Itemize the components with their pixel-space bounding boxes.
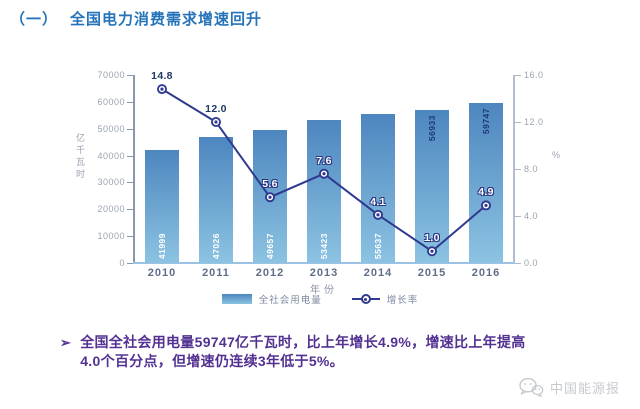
- arrow-bullet-icon: ➢: [60, 335, 72, 350]
- x-tick-label-2013: 2013: [309, 267, 339, 279]
- y-axis-right-tick: [515, 122, 521, 123]
- line-marker-2010: [158, 86, 166, 93]
- legend-label-growth: 增长率: [386, 295, 419, 306]
- x-axis-title: 年份: [310, 285, 338, 296]
- y-axis-right-tick-label: 4.0: [524, 211, 539, 221]
- y-axis-right-title: %: [552, 150, 561, 160]
- bar-value-label-2015: 56933: [426, 115, 437, 142]
- y-axis-left-line: [133, 75, 135, 264]
- line-value-label-2012: 5.6: [262, 178, 278, 191]
- y-axis-right-tick: [515, 263, 521, 264]
- line-marker-2011: [212, 118, 220, 126]
- y-axis-right-tick: [515, 216, 521, 217]
- y-axis-left-tick: [127, 101, 133, 103]
- y-axis-left-tick: [127, 128, 133, 130]
- line-marker-2011: [214, 120, 218, 124]
- page-title-text: 全国电力消费需求增速回升: [70, 11, 263, 28]
- y-axis-right-tick: [515, 169, 521, 170]
- chart-legend: 全社会用电量 增长率: [0, 292, 640, 306]
- y-axis-left-tick: [127, 236, 133, 238]
- legend-line-donut-marker: [360, 294, 371, 304]
- line-value-label-2014: 4.1: [370, 195, 386, 208]
- line-marker-2010: [157, 84, 167, 95]
- legend-item-consumption: 全社会用电量: [221, 292, 322, 306]
- bar-value-label-2010: 41999: [156, 232, 167, 259]
- y-axis-left-tick: [127, 75, 133, 76]
- x-tick-label-2011: 2011: [202, 267, 230, 279]
- y-axis-left-tick: [127, 182, 133, 184]
- y-axis-left-tick-label: 0: [119, 258, 125, 268]
- legend-bar-swatch: [221, 294, 252, 304]
- y-axis-left-tick-label: 20000: [97, 204, 125, 215]
- line-value-label-2011: 12.0: [205, 103, 227, 115]
- wechat-icon: [519, 377, 544, 397]
- bar-value-label-2014: 55637: [372, 232, 383, 259]
- x-tick-label-2016: 2016: [471, 267, 501, 279]
- y-axis-right-tick-label: 16.0: [524, 70, 544, 80]
- y-axis-left-tick-label: 70000: [97, 70, 125, 80]
- bar-value-label-2013: 53423: [318, 232, 329, 259]
- y-axis-left-tick: [127, 263, 133, 264]
- bar-value-label-2011: 47026: [210, 232, 221, 259]
- y-axis-right-tick-label: 0.0: [524, 258, 539, 268]
- bar-value-label-2016: 59747: [480, 107, 491, 134]
- bar-value-label-2012: 49657: [264, 232, 275, 259]
- page-title-prefix: （一）: [10, 11, 59, 28]
- summary-note-line-1: 全国全社会用电量59747亿千瓦时，比上年增长4.9%，增速比上年提高: [80, 334, 526, 350]
- y-axis-right-tick-label: 8.0: [524, 164, 539, 174]
- x-tick-label-2012: 2012: [255, 267, 285, 279]
- legend-label-consumption: 全社会用电量: [258, 295, 322, 306]
- y-axis-left-tick: [127, 155, 133, 157]
- legend-item-growth: 增长率: [351, 292, 419, 306]
- y-axis-right-tick: [515, 75, 521, 76]
- summary-note: ➢ 全国全社会用电量59747亿千瓦时，比上年增长4.9%，增速比上年提高 4.…: [60, 333, 605, 371]
- line-value-label-2015: 1.0: [424, 232, 440, 245]
- x-axis-line: [133, 262, 515, 264]
- line-value-label-2013: 7.6: [316, 154, 332, 167]
- watermark: 中国能源报: [518, 377, 620, 397]
- y-axis-left-tick: [127, 209, 133, 211]
- y-axis-left-tick-label: 40000: [97, 150, 125, 161]
- y-axis-left-tick-label: 50000: [97, 123, 125, 134]
- x-tick-label-2015: 2015: [417, 267, 447, 279]
- line-marker-2010: [160, 87, 164, 91]
- x-tick-label-2014: 2014: [363, 267, 393, 279]
- x-tick-label-2010: 2010: [147, 267, 177, 279]
- line-value-label-2016: 4.9: [478, 186, 494, 199]
- y-axis-right-line: [513, 75, 515, 264]
- legend-line-marker: [351, 294, 380, 304]
- line-value-label-2010: 14.8: [151, 70, 173, 83]
- y-axis-right-tick-label: 12.0: [524, 117, 544, 127]
- page-title: （一） 全国电力消费需求增速回升: [10, 8, 262, 29]
- y-axis-left-title: 亿千瓦时: [75, 133, 85, 181]
- y-axis-left-tick-label: 10000: [97, 231, 125, 242]
- y-axis-left-tick-label: 60000: [97, 96, 125, 107]
- line-marker-2011: [211, 117, 221, 127]
- summary-note-text: 全国全社会用电量59747亿千瓦时，比上年增长4.9%，增速比上年提高 4.0个…: [80, 333, 525, 371]
- watermark-text: 中国能源报: [549, 380, 620, 396]
- summary-note-line-2: 4.0个百分点，但增速仍连续3年低于5%。: [80, 353, 344, 370]
- y-axis-left-tick-label: 30000: [97, 177, 125, 188]
